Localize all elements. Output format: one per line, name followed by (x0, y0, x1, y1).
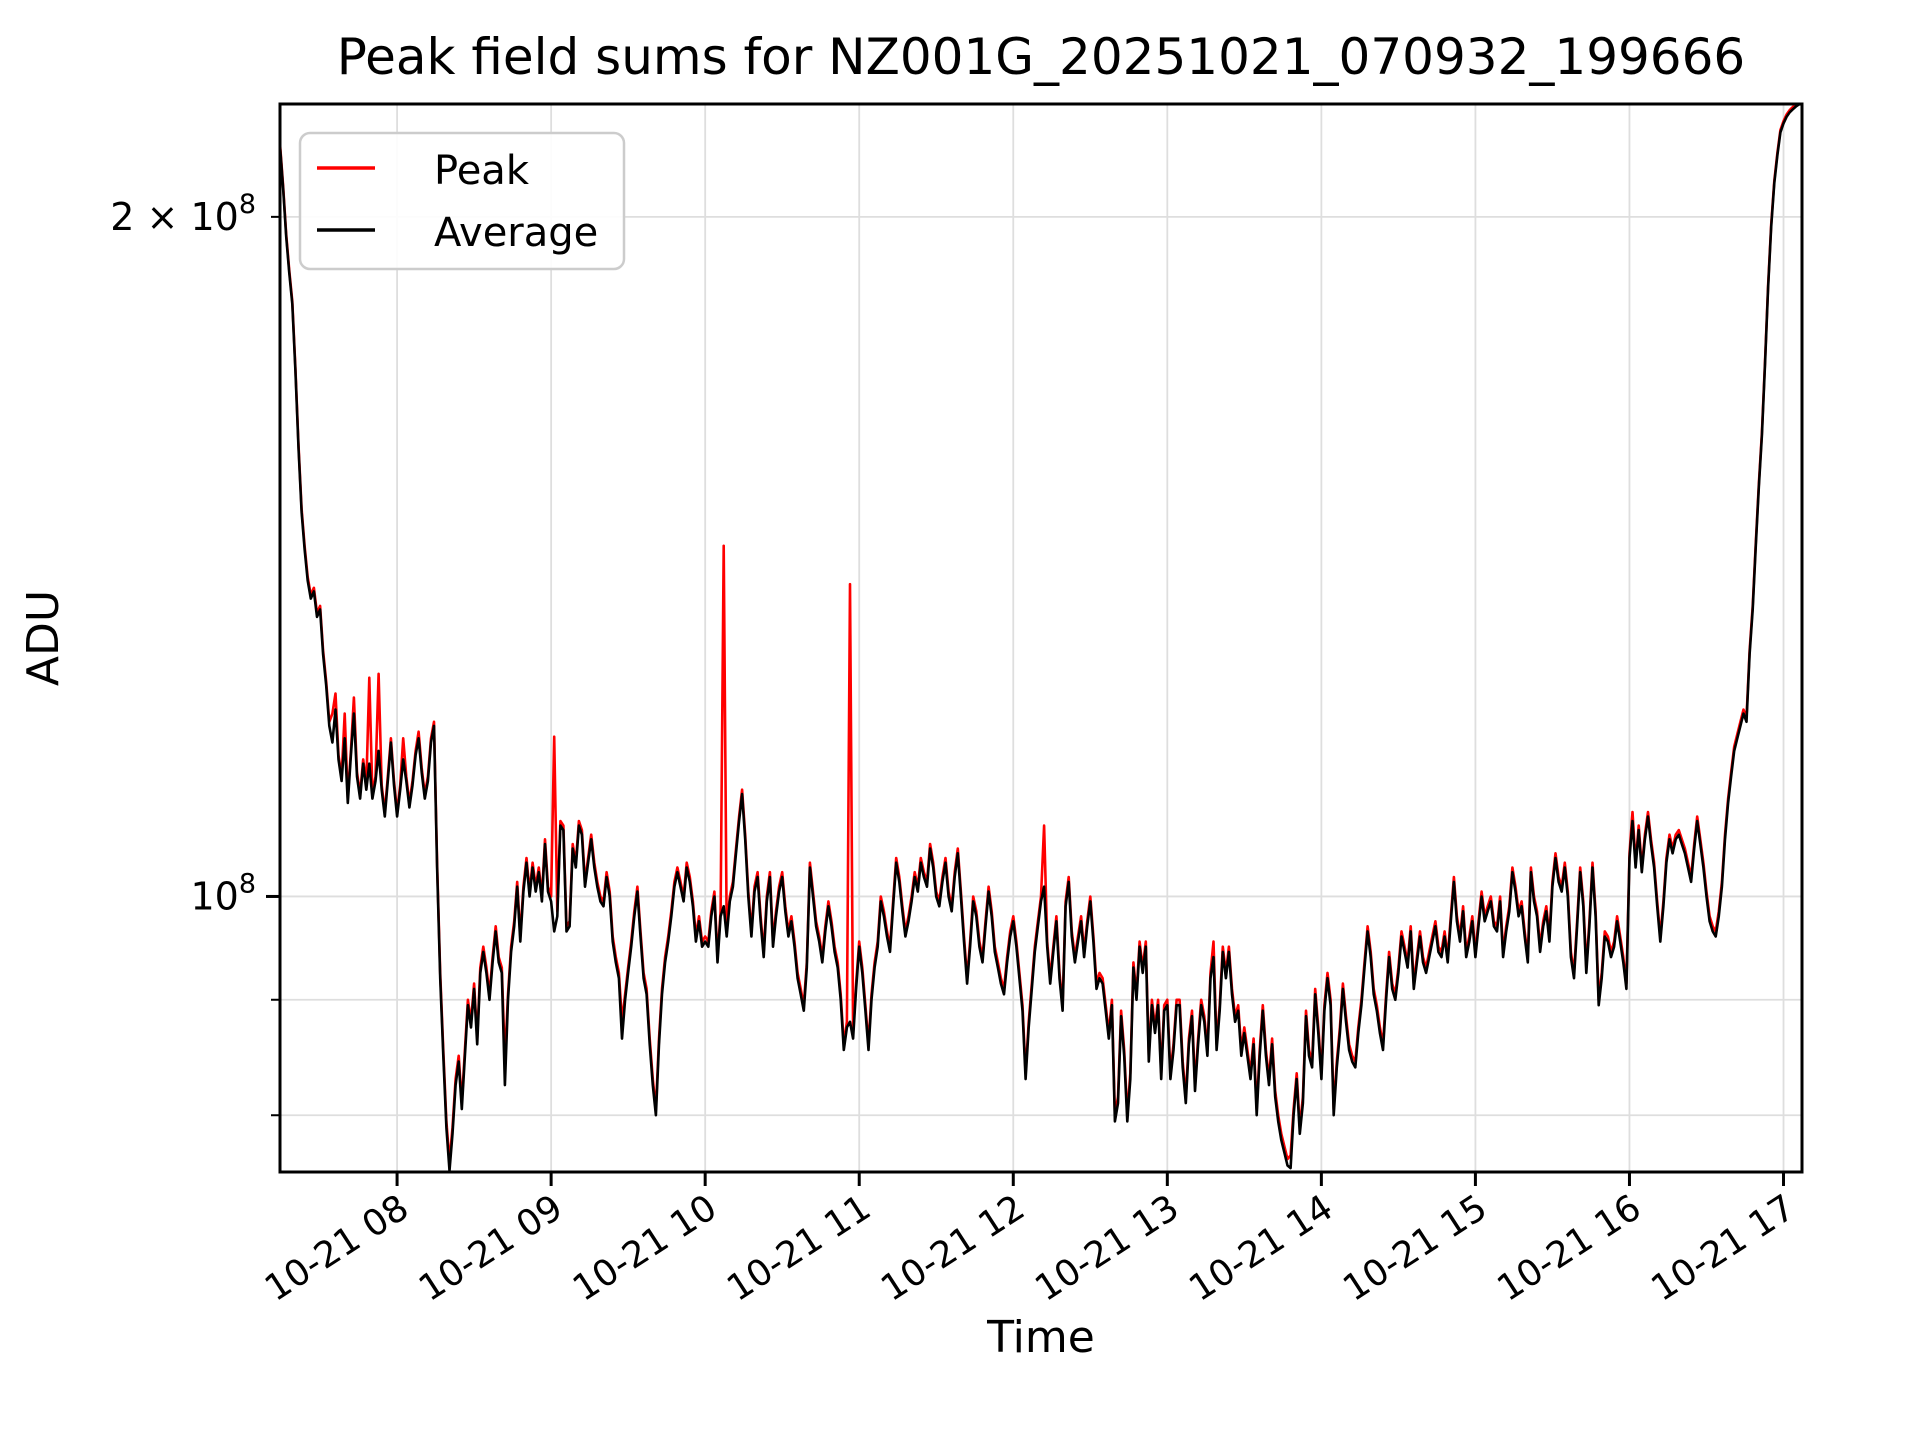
y-axis-label: ADU (18, 590, 69, 686)
legend: Peak Average (298, 131, 626, 271)
chart-title: Peak field sums for NZ001G_20251021_0709… (337, 28, 1746, 86)
series-layer (280, 104, 1802, 1172)
y-tick-labels: 108 2 × 108 (110, 189, 256, 919)
legend-peak-label: Peak (434, 148, 530, 194)
gridlines (280, 104, 1802, 1172)
x-axis-label: Time (986, 1312, 1095, 1363)
y-tick-label: 2 × 108 (110, 189, 256, 239)
average-series-line (280, 104, 1802, 1172)
plot-border (278, 102, 1804, 1174)
legend-average-label: Average (434, 210, 598, 256)
y-tick-label: 108 (190, 868, 256, 918)
legend-box (298, 131, 626, 271)
axis-ticks (266, 215, 1786, 1186)
